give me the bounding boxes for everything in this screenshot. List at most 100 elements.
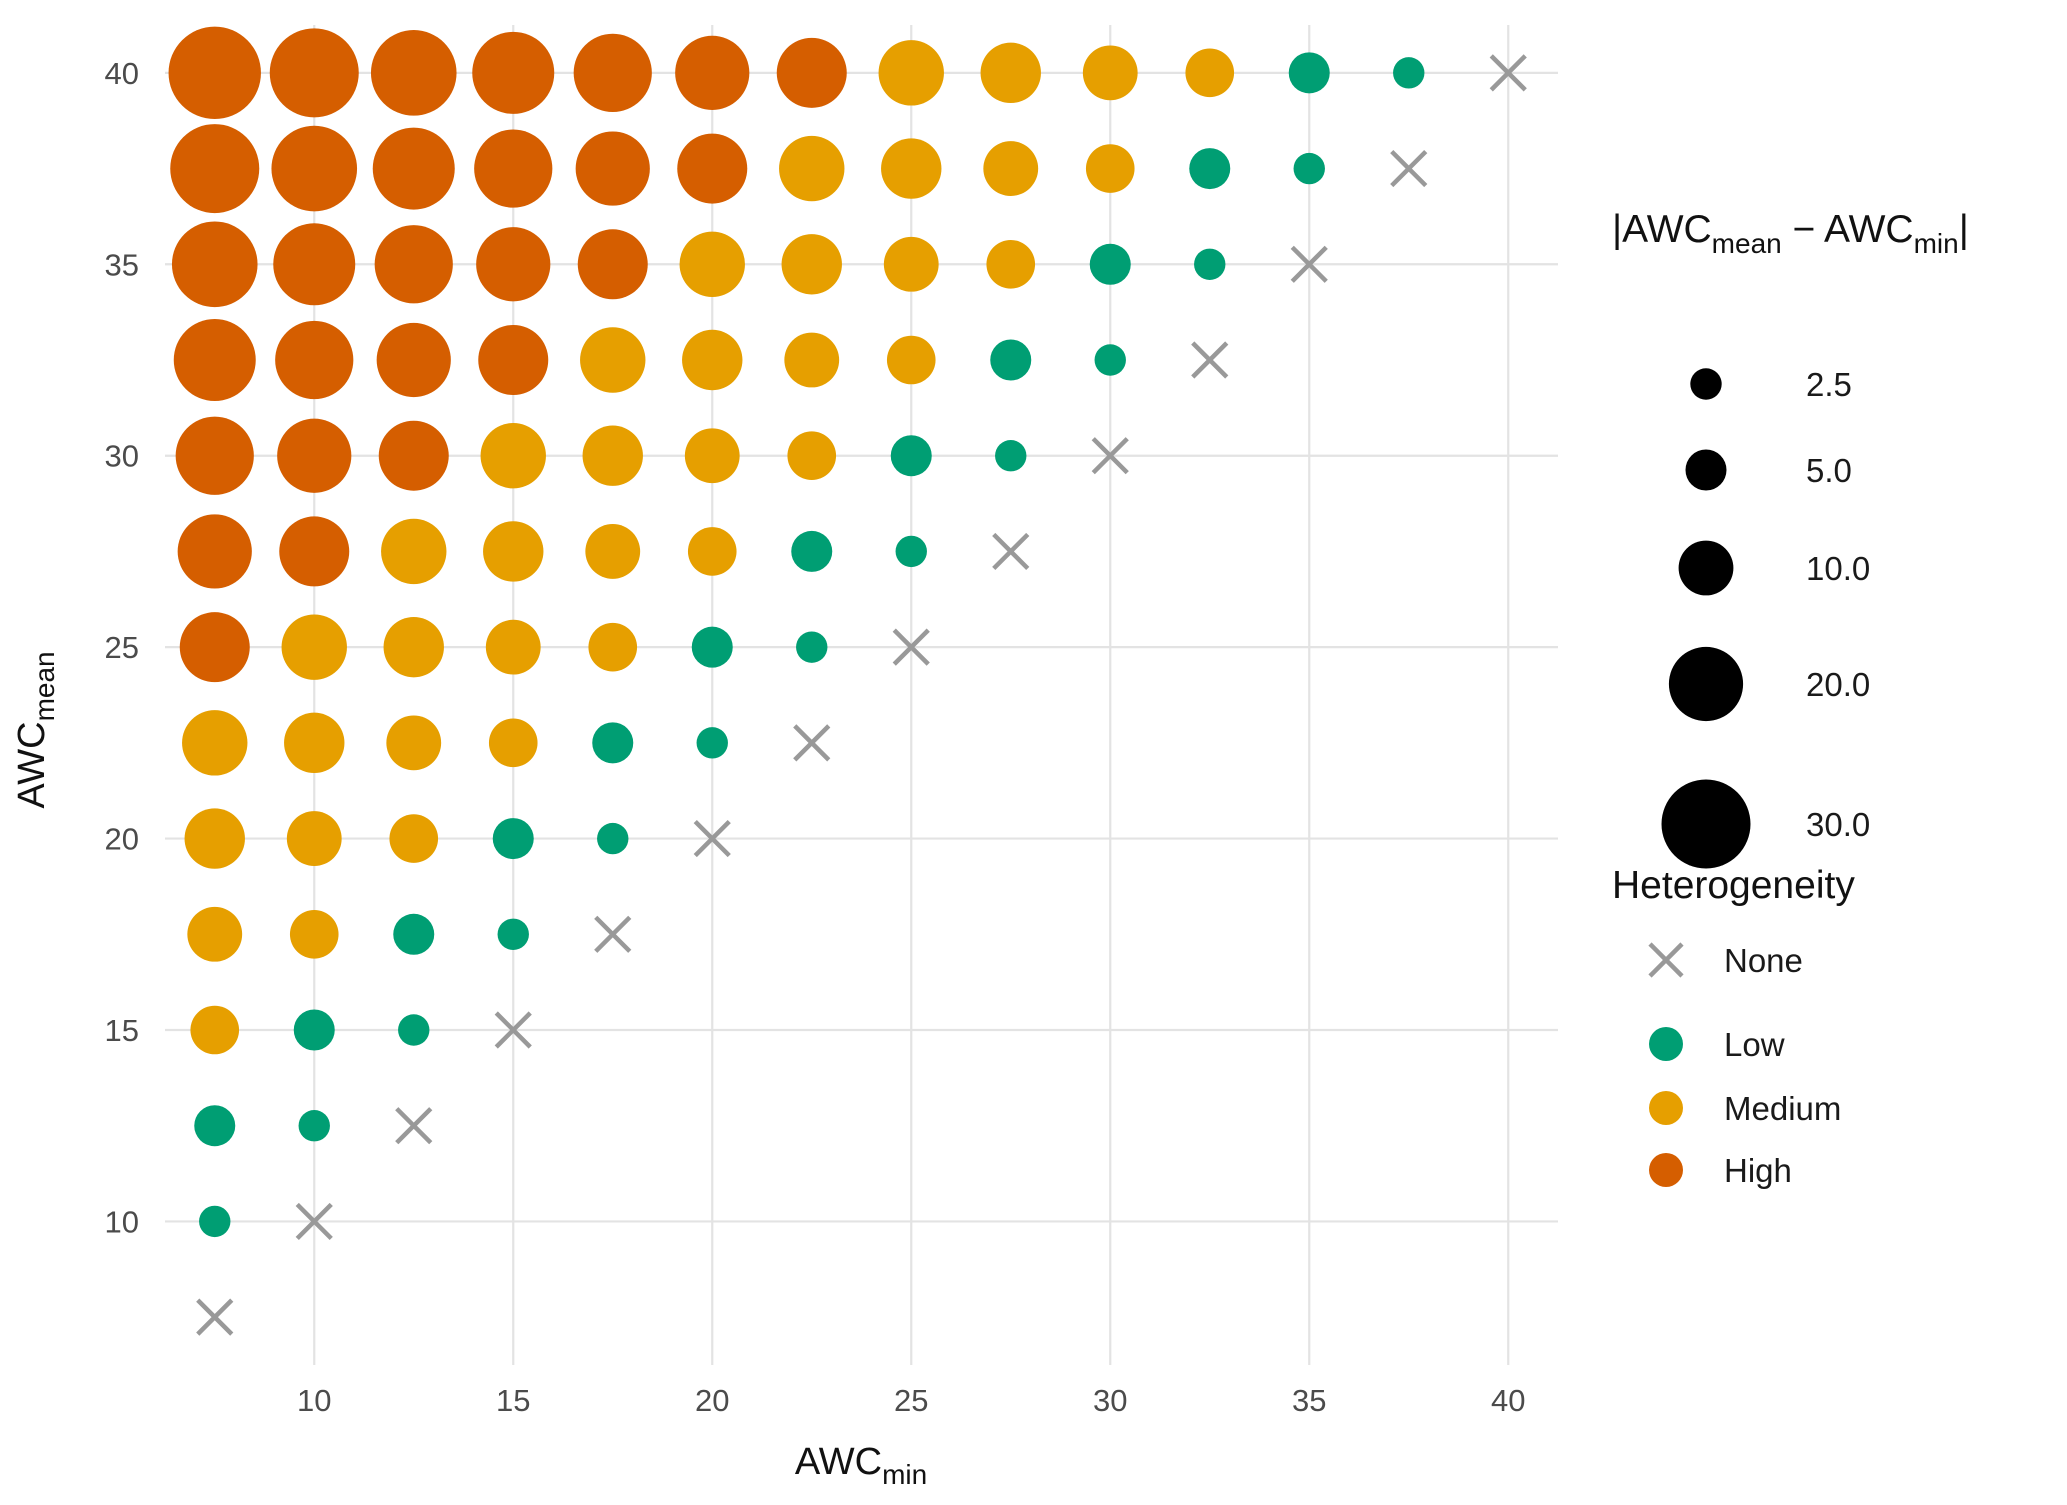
- x-axis-title: AWCmin: [795, 1441, 927, 1490]
- color-legend-key: [1649, 1153, 1683, 1187]
- data-point: [1085, 144, 1135, 193]
- data-point: [175, 416, 254, 495]
- color-legend-title: Heterogeneity: [1612, 864, 1855, 907]
- color-legend-items: None Low Medium High: [1648, 942, 1841, 1189]
- data-point: [684, 428, 740, 484]
- data-point: [298, 1110, 330, 1142]
- points-layer: [168, 26, 1527, 1336]
- y-tick-label: 40: [105, 56, 139, 91]
- size-legend-items: 2.5 5.0 10.0 20.0 30.0: [1661, 366, 1870, 869]
- data-point: [199, 1205, 231, 1238]
- size-legend-value: 20.0: [1806, 666, 1870, 703]
- data-point: [691, 626, 733, 668]
- data-point: [488, 718, 538, 768]
- none-marker: [494, 1011, 532, 1049]
- grid: [165, 25, 1558, 1365]
- size-legend-title: |AWCmean − AWCmin|: [1612, 208, 1969, 259]
- data-point: [383, 616, 444, 678]
- size-legend-value: 2.5: [1806, 366, 1852, 403]
- x-tick-label: 35: [1292, 1383, 1326, 1418]
- data-point: [372, 127, 455, 210]
- none-marker: [295, 1202, 333, 1241]
- size-legend-key: [1668, 646, 1744, 722]
- data-point: [1082, 45, 1138, 101]
- data-point: [1189, 148, 1231, 190]
- data-point: [381, 518, 447, 585]
- data-point: [781, 234, 842, 295]
- none-marker: [1290, 245, 1328, 283]
- data-point: [190, 1005, 240, 1055]
- data-point: [983, 141, 1039, 196]
- data-point: [682, 329, 743, 391]
- none-marker: [1191, 341, 1229, 379]
- data-point: [168, 26, 261, 120]
- data-point: [386, 715, 442, 771]
- data-point: [995, 440, 1027, 472]
- color-legend-label: High: [1724, 1152, 1792, 1189]
- y-tick-label: 35: [105, 247, 139, 282]
- data-point: [269, 28, 359, 118]
- none-marker: [693, 819, 731, 858]
- data-point: [1393, 57, 1425, 89]
- data-point: [1293, 152, 1325, 185]
- y-tick-label: 30: [105, 439, 139, 474]
- data-point: [679, 231, 745, 297]
- none-marker: [1489, 54, 1527, 92]
- data-point: [474, 129, 553, 208]
- data-point: [592, 722, 634, 764]
- data-point: [787, 431, 837, 481]
- y-tick-label: 10: [105, 1204, 139, 1239]
- data-point: [784, 332, 840, 388]
- x-tick-label: 15: [496, 1383, 530, 1418]
- data-point: [281, 614, 347, 680]
- size-legend-key: [1678, 540, 1734, 596]
- data-point: [791, 530, 833, 572]
- none-marker: [196, 1298, 234, 1336]
- data-point: [881, 138, 942, 199]
- data-point: [580, 327, 646, 393]
- data-point: [1194, 248, 1226, 280]
- data-point: [497, 918, 529, 950]
- color-legend-key: [1649, 1091, 1683, 1125]
- data-point: [279, 516, 350, 587]
- data-point: [286, 811, 342, 866]
- data-point: [187, 906, 243, 962]
- size-legend-key: [1690, 368, 1722, 400]
- data-point: [986, 239, 1036, 289]
- data-point: [485, 619, 541, 675]
- data-point: [883, 236, 939, 292]
- size-legend-key: [1685, 449, 1727, 491]
- size-legend-key: [1661, 779, 1751, 869]
- none-marker: [594, 915, 632, 953]
- data-point: [476, 227, 551, 302]
- x-tick-label: 20: [695, 1383, 729, 1418]
- data-point: [990, 339, 1032, 381]
- color-legend-label: Low: [1724, 1026, 1785, 1063]
- data-point: [480, 423, 546, 489]
- data-point: [472, 31, 555, 114]
- data-point: [170, 124, 260, 214]
- data-point: [378, 420, 449, 491]
- data-point: [275, 320, 354, 400]
- y-axis-title: AWCmean: [11, 651, 60, 808]
- data-point: [878, 40, 944, 106]
- size-legend-value: 10.0: [1806, 550, 1870, 587]
- data-point: [779, 135, 845, 202]
- data-point: [588, 622, 638, 672]
- data-point: [478, 325, 549, 395]
- data-point: [370, 30, 457, 116]
- data-point: [677, 133, 748, 204]
- color-legend-key: [1649, 1027, 1683, 1061]
- data-point: [376, 322, 451, 398]
- size-legend: |AWCmean − AWCmin| 2.5 5.0 10.0 20.0 30.0: [1612, 208, 1969, 869]
- data-point: [293, 1009, 335, 1051]
- y-tick-label: 15: [105, 1013, 139, 1048]
- data-point: [1094, 344, 1126, 376]
- data-point: [890, 435, 932, 477]
- data-point: [289, 909, 339, 959]
- data-point: [273, 223, 356, 306]
- color-legend-label: Medium: [1724, 1090, 1841, 1127]
- data-point: [179, 612, 250, 683]
- x-tick-label: 40: [1491, 1383, 1525, 1418]
